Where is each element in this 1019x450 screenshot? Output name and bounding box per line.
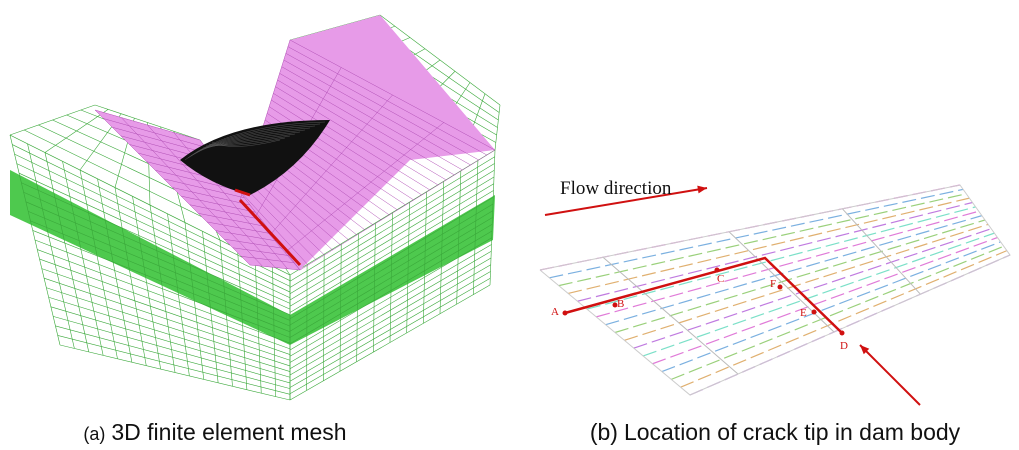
- caption-text: 3D finite element mesh: [111, 419, 346, 445]
- arrow: [860, 345, 920, 405]
- point-label: F: [770, 278, 776, 290]
- point-label: E: [800, 307, 807, 319]
- arrow-head: [697, 186, 707, 194]
- block-joint: [842, 209, 920, 294]
- figure: A B C D E F Flow direction (a) 3D finite eleme…: [0, 0, 1019, 450]
- caption-a: (a) 3D finite element mesh: [83, 419, 346, 445]
- crack-point: [812, 310, 817, 315]
- crack-point: [563, 311, 568, 316]
- caption-tag: (b): [590, 419, 618, 445]
- caption-tag: (a): [83, 424, 105, 444]
- crack-point: [715, 268, 720, 273]
- caption-text: Location of crack tip in dam body: [624, 419, 961, 445]
- crack-point: [840, 331, 845, 336]
- flow-label: Flow direction: [560, 178, 672, 199]
- crack-point: [778, 285, 783, 290]
- dam-body: A B C D E F: [540, 185, 1010, 405]
- caption-b: (b)Location of crack tip in dam body: [590, 419, 961, 445]
- point-label: B: [617, 298, 624, 310]
- figure-canvas: A B C D E F Flow direction (a) 3D finite eleme…: [0, 0, 1019, 450]
- fe-mesh: [10, 15, 500, 400]
- point-label: C: [717, 273, 724, 285]
- crack-path: [565, 258, 842, 333]
- point-label: D: [840, 340, 848, 352]
- point-label: A: [551, 306, 559, 318]
